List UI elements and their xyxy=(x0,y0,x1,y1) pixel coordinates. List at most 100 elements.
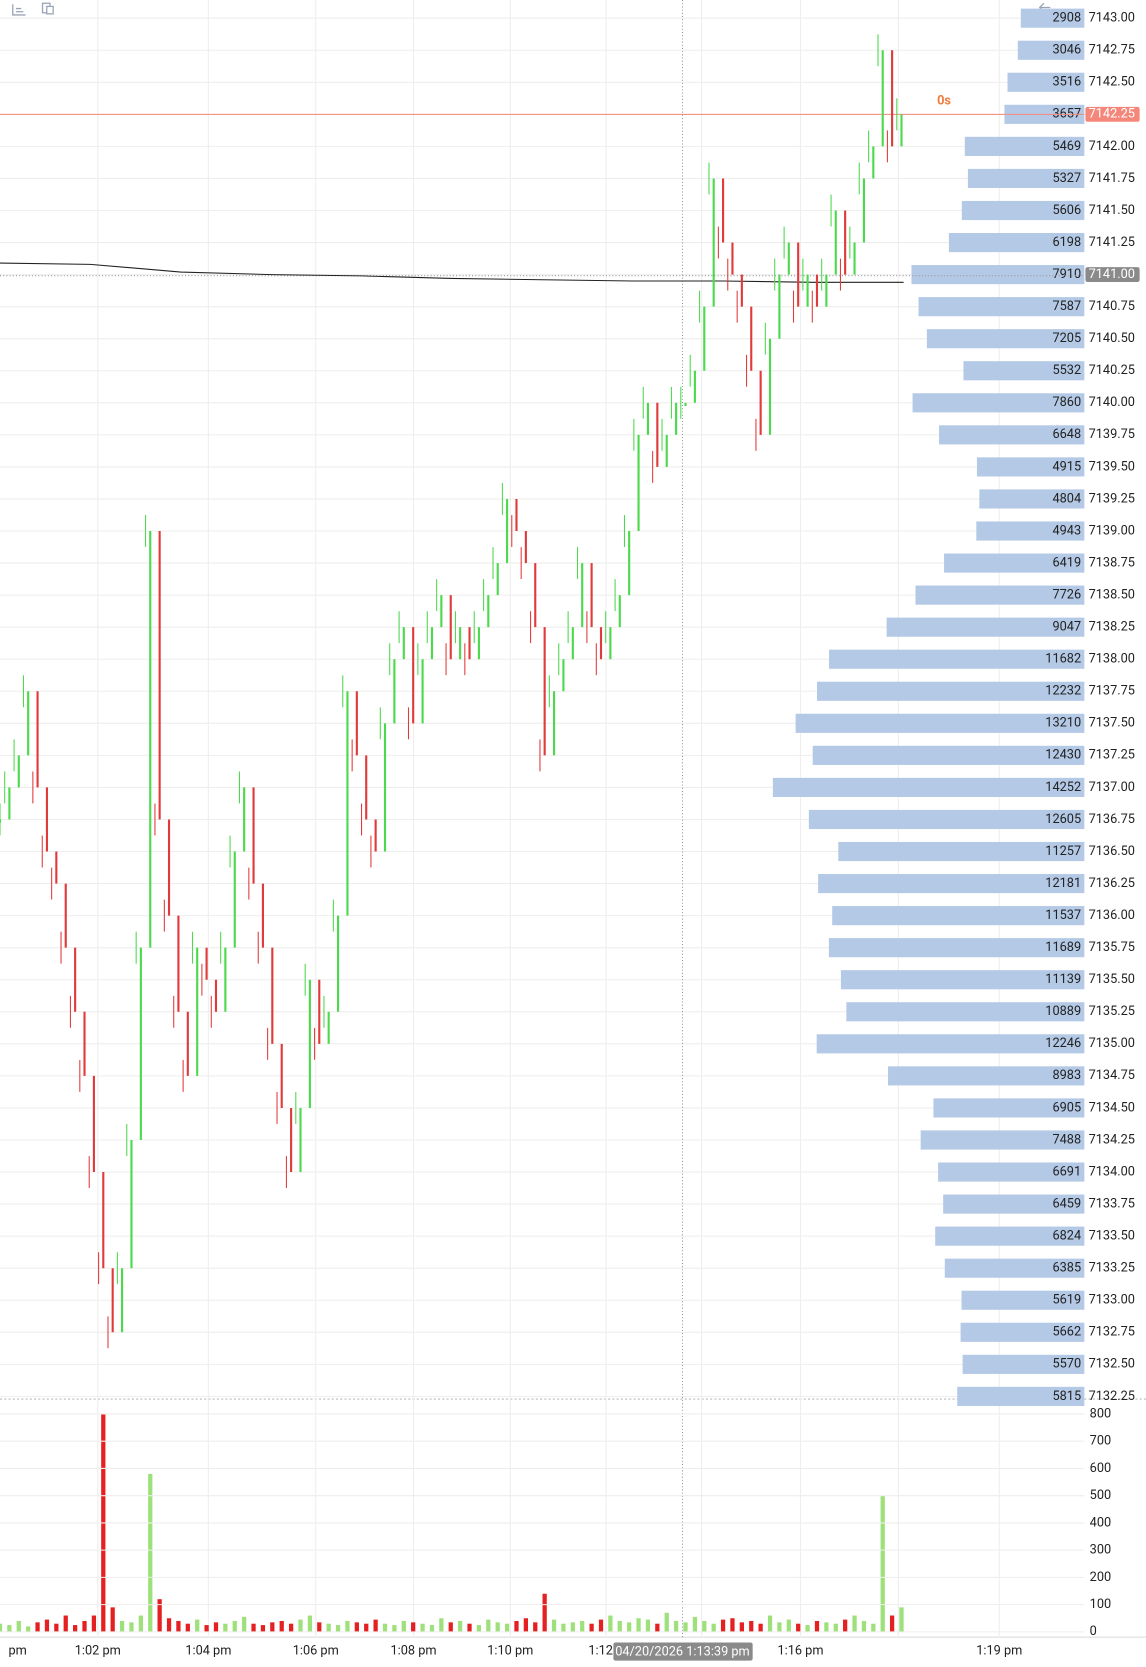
y-tick-label: 7138.75 xyxy=(1089,555,1135,570)
volume-bar xyxy=(279,1620,284,1632)
volume-bar xyxy=(598,1619,604,1632)
profile-bar xyxy=(886,617,1085,637)
profile-bar xyxy=(818,874,1085,894)
profile-value: 5469 xyxy=(1052,139,1081,154)
profile-value: 12430 xyxy=(1045,748,1081,763)
y-tick-label: 7140.75 xyxy=(1089,299,1135,314)
profile-value: 9047 xyxy=(1052,620,1081,635)
profile-value: 5606 xyxy=(1052,203,1081,218)
profile-value: 13210 xyxy=(1045,716,1081,731)
volume-bar xyxy=(730,1618,735,1632)
profile-value: 4915 xyxy=(1052,459,1081,474)
profile-bar xyxy=(933,1098,1085,1118)
volume-bar xyxy=(392,1625,397,1632)
x-tick-label: 1:16 pm xyxy=(777,1643,823,1658)
volume-bar xyxy=(382,1623,388,1632)
y-tick-label: 7140.25 xyxy=(1089,363,1135,378)
volume-bar xyxy=(561,1623,566,1632)
profile-value: 5532 xyxy=(1052,363,1081,378)
profile-bar xyxy=(948,232,1085,253)
tool-icon[interactable] xyxy=(46,5,54,15)
y-tick-label: 7142.75 xyxy=(1089,43,1135,58)
volume-bar xyxy=(843,1619,848,1632)
volume-bar xyxy=(824,1622,829,1632)
profile-value: 7910 xyxy=(1052,267,1081,282)
volume-tick-label: 300 xyxy=(1090,1543,1112,1558)
profile-value: 12605 xyxy=(1045,812,1081,827)
profile-bar xyxy=(838,841,1085,862)
profile-bar xyxy=(817,681,1085,701)
profile-bar xyxy=(976,521,1085,541)
profile-value: 12232 xyxy=(1045,684,1081,699)
profile-value: 7488 xyxy=(1052,1132,1081,1147)
profile-value: 4943 xyxy=(1052,523,1081,538)
volume-bar xyxy=(176,1620,181,1632)
profile-value: 11682 xyxy=(1045,652,1081,667)
y-tick-label: 7139.25 xyxy=(1089,491,1135,506)
volume-bar xyxy=(645,1619,651,1632)
y-tick-label: 7134.75 xyxy=(1089,1068,1135,1083)
x-tick-label: 1:10 pm xyxy=(487,1643,533,1658)
profile-value: 7860 xyxy=(1052,395,1081,410)
profile-bar xyxy=(926,329,1085,349)
volume-bar xyxy=(833,1623,838,1632)
volume-tick-label: 800 xyxy=(1090,1406,1112,1421)
volume-bar xyxy=(814,1620,820,1632)
volume-bar xyxy=(35,1622,40,1632)
profile-bar xyxy=(911,265,1085,285)
y-tick-label: 7137.75 xyxy=(1089,684,1135,699)
profile-bar xyxy=(1007,72,1085,92)
y-tick-label: 7142.50 xyxy=(1089,75,1135,90)
x-tick-label: 1:12 xyxy=(588,1643,613,1658)
profile-value: 5619 xyxy=(1052,1293,1081,1308)
price-highlight xyxy=(1085,106,1140,122)
profile-bar xyxy=(920,1130,1085,1150)
profile-bar xyxy=(1020,8,1085,28)
volume-bar xyxy=(570,1622,575,1632)
profile-value: 7726 xyxy=(1052,587,1081,602)
y-tick-label: 7139.75 xyxy=(1089,427,1135,442)
profile-value: 6419 xyxy=(1052,555,1081,570)
volume-bar xyxy=(335,1625,341,1632)
profile-bar xyxy=(912,393,1085,413)
y-tick-label: 7132.50 xyxy=(1089,1357,1135,1372)
y-tick-label: 7137.25 xyxy=(1089,748,1135,763)
volume-bar xyxy=(758,1623,763,1632)
profile-value: 12181 xyxy=(1045,876,1081,891)
profile-bar xyxy=(846,1002,1085,1022)
volume-bar xyxy=(580,1620,585,1632)
profile-value: 10889 xyxy=(1045,1004,1081,1019)
y-tick-label: 7141.00 xyxy=(1089,267,1135,282)
y-tick-label: 7138.50 xyxy=(1089,587,1135,602)
y-tick-label: 7137.00 xyxy=(1089,780,1135,795)
y-tick-label: 7135.25 xyxy=(1089,1004,1135,1019)
profile-value: 12246 xyxy=(1045,1036,1081,1051)
volume-bar xyxy=(533,1622,538,1632)
volume-bar xyxy=(796,1623,801,1632)
y-tick-label: 7138.00 xyxy=(1089,652,1135,667)
profile-value: 11257 xyxy=(1045,844,1081,859)
volume-bar xyxy=(852,1615,857,1632)
profile-value: 7587 xyxy=(1052,299,1081,314)
volume-bar xyxy=(364,1623,369,1632)
volume-bar xyxy=(589,1623,594,1632)
x-tick-label: 1:06 pm xyxy=(293,1643,339,1658)
volume-bar xyxy=(711,1623,716,1632)
volume-bar xyxy=(119,1620,125,1632)
y-tick-label: 7141.75 xyxy=(1089,171,1135,186)
volume-bar xyxy=(871,1623,876,1632)
y-tick-label: 7132.25 xyxy=(1089,1389,1135,1404)
volume-bar xyxy=(354,1622,359,1632)
profile-bar xyxy=(964,136,1085,156)
profile-bar xyxy=(963,361,1085,381)
volume-bar xyxy=(232,1620,237,1632)
toolbar xyxy=(12,2,1051,16)
profile-value: 3046 xyxy=(1052,43,1081,58)
profile-bar xyxy=(918,297,1085,317)
profile-value: 6459 xyxy=(1052,1196,1081,1211)
volume-bar xyxy=(298,1619,303,1632)
tool-icon[interactable] xyxy=(12,4,26,16)
volume-bar xyxy=(307,1615,313,1632)
y-tick-label: 7139.50 xyxy=(1089,459,1135,474)
